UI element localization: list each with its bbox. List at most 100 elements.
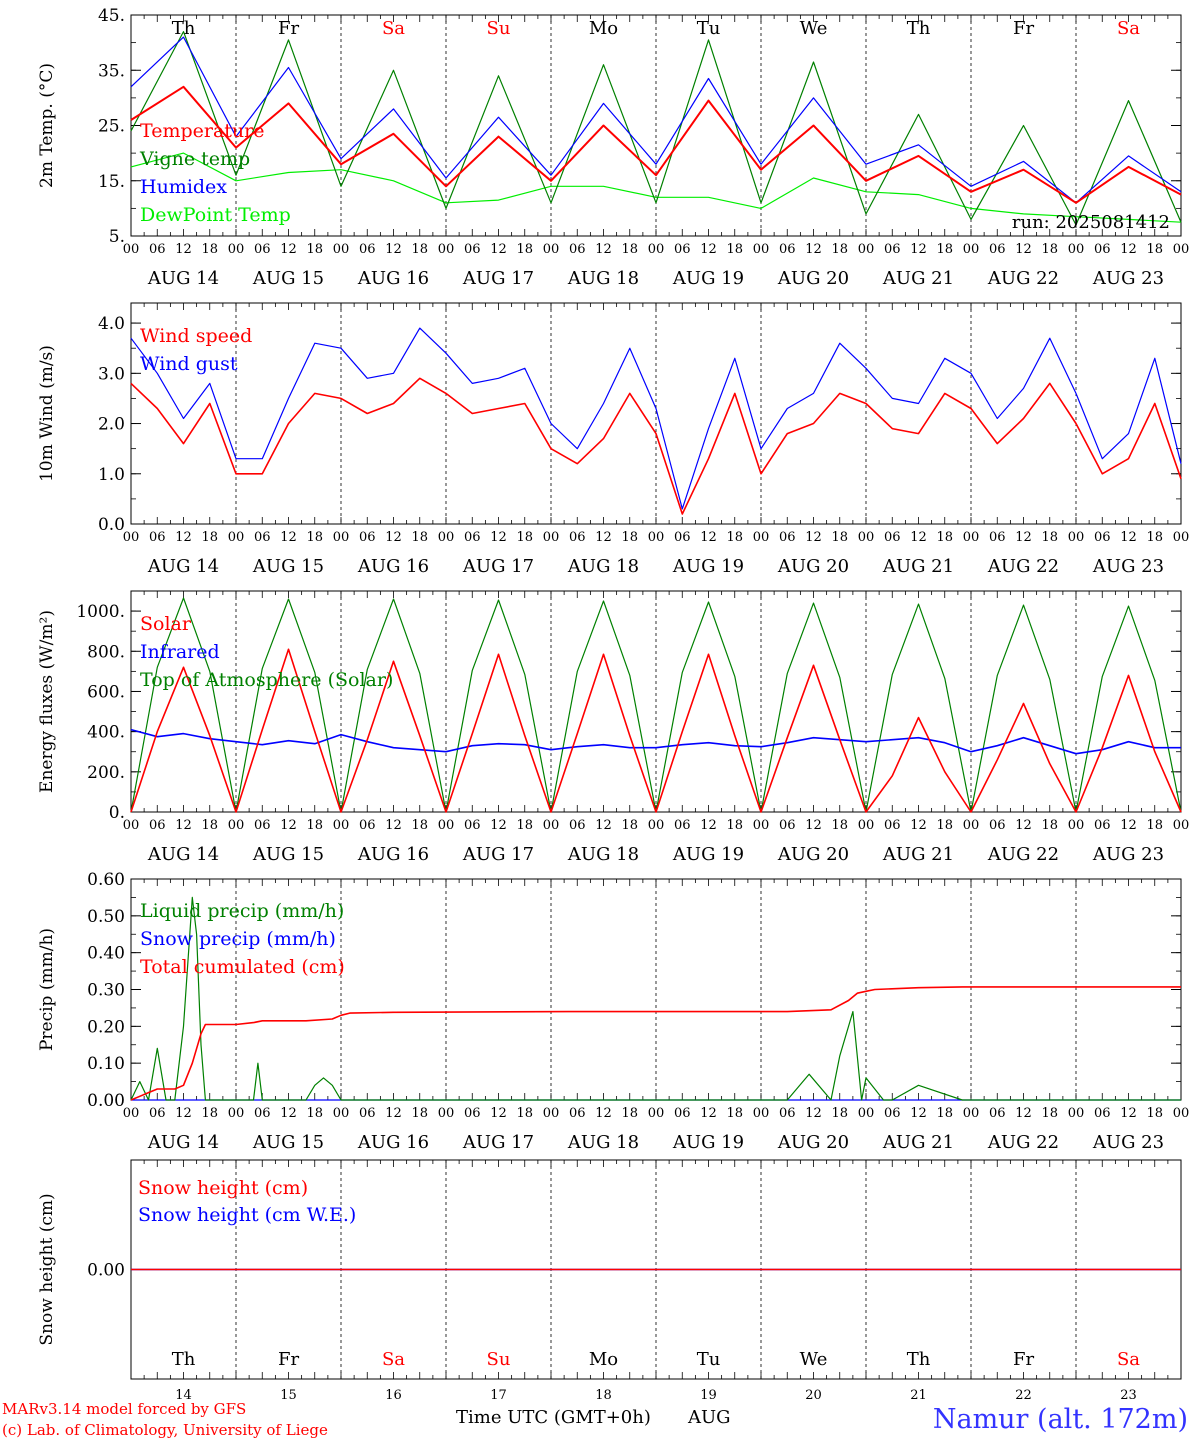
hour-label: 12	[805, 818, 822, 833]
hour-label: 00	[543, 818, 560, 833]
series-line-2	[130, 728, 1181, 755]
hour-label: 12	[1015, 1106, 1032, 1121]
hour-label: 18	[831, 530, 848, 545]
hour-label: 06	[884, 1106, 901, 1121]
hour-label: 12	[595, 242, 612, 257]
day-number-label: 18	[595, 1388, 612, 1403]
date-label: AUG 23	[1092, 1132, 1164, 1153]
weekday-label: Fr	[278, 18, 299, 39]
hour-label: 06	[1094, 530, 1111, 545]
y-tick-label: 0.60	[87, 870, 125, 890]
hour-label: 00	[648, 1106, 665, 1121]
date-label: AUG 14	[147, 556, 219, 577]
hour-label: 06	[464, 1106, 481, 1121]
date-label: AUG 18	[567, 556, 639, 577]
hour-label: 06	[884, 530, 901, 545]
hour-label: 06	[359, 242, 376, 257]
date-label: AUG 17	[462, 556, 534, 577]
y-tick-label: 400.	[87, 723, 125, 743]
hour-label: 12	[910, 1106, 927, 1121]
hour-label: 18	[1041, 1106, 1058, 1121]
y-tick-label: 800.	[87, 642, 125, 662]
hour-label: 06	[1094, 818, 1111, 833]
hour-label: 06	[989, 818, 1006, 833]
hour-label: 18	[1146, 242, 1163, 257]
hour-label: 00	[1068, 530, 1085, 545]
date-label: AUG 17	[462, 1132, 534, 1153]
hour-label: 18	[516, 1106, 533, 1121]
day-number-label: 17	[490, 1388, 507, 1403]
hour-label: 18	[306, 530, 323, 545]
hour-label: 06	[674, 242, 691, 257]
hour-label: 06	[569, 818, 586, 833]
hour-label: 18	[726, 1106, 743, 1121]
hour-label: 12	[910, 530, 927, 545]
hour-label: 06	[779, 818, 796, 833]
hour-label: 18	[726, 818, 743, 833]
y-axis-label: Precip (mm/h)	[37, 928, 57, 1051]
y-tick-label: 0.40	[87, 944, 125, 964]
credit-line-1: MARv3.14 model forced by GFS	[2, 1400, 246, 1418]
day-number-label: 19	[700, 1388, 717, 1403]
hour-label: 12	[175, 1106, 192, 1121]
run-label: run: 2025081412	[1012, 212, 1170, 233]
hour-label: 12	[1120, 530, 1137, 545]
hour-label: 00	[123, 242, 140, 257]
hour-label: 00	[438, 818, 455, 833]
date-label: AUG 18	[567, 1132, 639, 1153]
hour-label: 00	[1173, 818, 1190, 833]
y-tick-label: 5.	[109, 227, 125, 247]
date-label: AUG 14	[147, 844, 219, 865]
hour-label: 18	[621, 818, 638, 833]
weekday-label: We	[800, 18, 828, 39]
hour-label: 00	[753, 530, 770, 545]
date-label: AUG 22	[987, 268, 1059, 289]
hour-label: 12	[1120, 1106, 1137, 1121]
y-tick-label: 1.0	[98, 465, 125, 485]
hour-label: 06	[359, 818, 376, 833]
hour-label: 18	[411, 242, 428, 257]
weekday-label: Fr	[278, 1349, 299, 1370]
hour-label: 12	[595, 1106, 612, 1121]
hour-label: 12	[385, 818, 402, 833]
y-tick-label: 15.	[98, 172, 125, 192]
hour-label: 06	[464, 530, 481, 545]
panel-5: 0.00 Snow height (cm) Snow height (cm) Snow…	[37, 1159, 1182, 1403]
y-tick-label: 0.50	[87, 907, 125, 927]
hour-label: 12	[280, 242, 297, 257]
hour-label: 18	[1146, 530, 1163, 545]
date-label: AUG 20	[777, 844, 849, 865]
hour-label: 18	[516, 242, 533, 257]
hour-label: 00	[648, 242, 665, 257]
y-tick-label: 200.	[87, 763, 125, 783]
hour-label: 18	[306, 818, 323, 833]
legend-entry: Wind gust	[140, 353, 238, 375]
weekday-label: Sa	[1117, 18, 1140, 39]
date-label: AUG 21	[882, 844, 954, 865]
hour-label: 18	[411, 818, 428, 833]
date-label: AUG 19	[672, 844, 744, 865]
hour-label: 06	[779, 242, 796, 257]
hour-label: 18	[411, 1106, 428, 1121]
date-label: AUG 19	[672, 268, 744, 289]
weekday-label: Su	[487, 18, 511, 39]
hour-label: 00	[753, 242, 770, 257]
hour-label: 12	[700, 530, 717, 545]
credit-line-2: (c) Lab. of Climatology, University of L…	[2, 1421, 328, 1439]
hour-label: 06	[674, 818, 691, 833]
hour-label: 00	[753, 818, 770, 833]
date-label: AUG 16	[357, 556, 429, 577]
hour-label: 06	[254, 1106, 271, 1121]
y-tick-label: 0.30	[87, 981, 125, 1001]
hour-label: 00	[543, 1106, 560, 1121]
hour-label: 06	[569, 1106, 586, 1121]
date-label: AUG 21	[882, 268, 954, 289]
weekday-label: Th	[172, 1349, 196, 1370]
hour-label: 06	[779, 530, 796, 545]
legend-entry: Infrared	[140, 641, 220, 663]
hour-label: 12	[700, 818, 717, 833]
hour-label: 06	[884, 818, 901, 833]
y-tick-label: 0.00	[87, 1091, 125, 1111]
weekday-label: Th	[172, 18, 196, 39]
y-axis-label: Snow height (cm)	[37, 1193, 57, 1345]
